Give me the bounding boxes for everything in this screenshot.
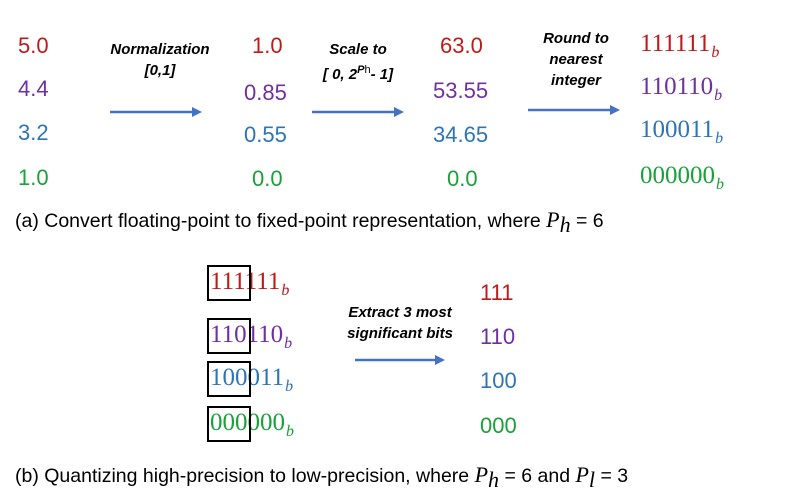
binary-subscript: b [286, 423, 294, 440]
step-extract-label: Extract 3 most significant bits [330, 302, 470, 344]
input-value-4: 1.0 [18, 165, 49, 190]
msb-row-3: 100011b [210, 364, 293, 396]
normalized-value-1: 1.0 [252, 33, 283, 58]
msb-box-2 [207, 318, 251, 354]
binary-subscript: b [284, 335, 293, 352]
binary-value-3: 100011b [640, 116, 723, 148]
step-round-line2: nearest [549, 51, 603, 68]
msb-bits: 000 [210, 409, 248, 436]
step-normalization-line1: Normalization [110, 41, 210, 58]
result-bits-3: 100 [480, 368, 517, 393]
caption-a-var: P [546, 207, 560, 232]
caption-a-var-sub: h [559, 211, 571, 237]
input-value-3: 3.2 [18, 120, 49, 145]
caption-a-value: = 6 [576, 210, 604, 232]
step-scale-label: Scale to [ 0, 2Ph- 1] [308, 39, 408, 85]
binary-value-1: 111111b [640, 30, 719, 62]
input-value-2: 4.4 [18, 76, 49, 101]
caption-b-var1-sub: h [488, 466, 500, 492]
arrow-right-icon [528, 105, 620, 115]
scale-range-post: - 1] [370, 66, 394, 83]
scale-range-exp: P [357, 64, 365, 76]
binary-digits: 000000 [640, 162, 715, 189]
step-round-line3: integer [550, 72, 601, 89]
arrow-right-icon [312, 107, 404, 117]
binary-digits: 111111 [640, 30, 711, 57]
caption-b-var1: P [474, 462, 489, 487]
binary-subscript: b [281, 282, 290, 299]
arrow-right-icon [355, 355, 445, 365]
binary-subscript: b [716, 176, 724, 193]
caption-b-text: (b) Quantizing high-precision to low-pre… [15, 465, 470, 487]
step-normalization-label: Normalization [0,1] [94, 39, 226, 81]
normalized-value-3: 0.55 [244, 122, 287, 147]
binary-subscript: b [711, 44, 720, 61]
input-value-1: 5.0 [18, 33, 49, 58]
scaled-value-3: 34.65 [433, 122, 489, 147]
normalized-value-2: 0.85 [244, 80, 287, 105]
caption-b: (b) Quantizing high-precision to low-pre… [15, 462, 628, 493]
msb-bits: 111 [210, 268, 245, 295]
lsb-bits: 011 [247, 364, 285, 391]
lsb-bits: 000 [247, 409, 286, 436]
step-scale-line1: Scale to [329, 41, 387, 58]
msb-box-1 [207, 265, 251, 301]
binary-value-4: 000000b [640, 162, 724, 194]
binary-digits: 110110 [640, 73, 714, 100]
msb-bits: 110 [210, 321, 247, 348]
lsb-bits: 110 [246, 321, 284, 348]
msb-row-4: 000000b [210, 409, 294, 441]
result-bits-1: 111 [480, 280, 514, 305]
normalized-value-4: 0.0 [252, 166, 283, 191]
step-extract-line2: significant bits [347, 325, 453, 342]
binary-value-2: 110110b [640, 73, 722, 105]
msb-row-2: 110110b [210, 321, 292, 353]
scaled-value-2: 53.55 [433, 78, 489, 103]
binary-subscript: b [285, 378, 294, 395]
msb-bits: 100 [210, 364, 248, 391]
msb-box-4 [207, 406, 251, 442]
caption-a-text: (a) Convert floating-point to fixed-poin… [15, 210, 541, 232]
msb-box-3 [207, 361, 251, 397]
result-bits-4: 000 [480, 413, 517, 438]
caption-b-value: = 3 [600, 465, 629, 487]
step-scale-range: [ 0, 2Ph- 1] [308, 60, 408, 85]
scaled-value-4: 0.0 [447, 166, 478, 191]
caption-b-var2: P [575, 462, 589, 487]
step-normalization-line2: [0,1] [144, 62, 176, 79]
binary-subscript: b [714, 87, 723, 104]
step-round-label: Round to nearest integer [530, 28, 622, 91]
step-round-line1: Round to [543, 30, 609, 47]
binary-digits: 100011 [640, 116, 715, 143]
scale-range-pre: [ 0, 2 [322, 66, 358, 83]
msb-row-1: 111111b [210, 268, 289, 300]
binary-subscript: b [715, 130, 724, 147]
arrow-right-icon [110, 107, 202, 117]
caption-b-var2-sub: l [588, 466, 596, 492]
result-bits-2: 110 [480, 324, 516, 349]
scaled-value-1: 63.0 [440, 33, 483, 58]
caption-a: (a) Convert floating-point to fixed-poin… [15, 207, 604, 238]
caption-b-mid: = 6 and [504, 465, 571, 487]
scale-range-exp-sub: h [364, 64, 371, 76]
step-extract-line1: Extract 3 most [348, 304, 452, 321]
